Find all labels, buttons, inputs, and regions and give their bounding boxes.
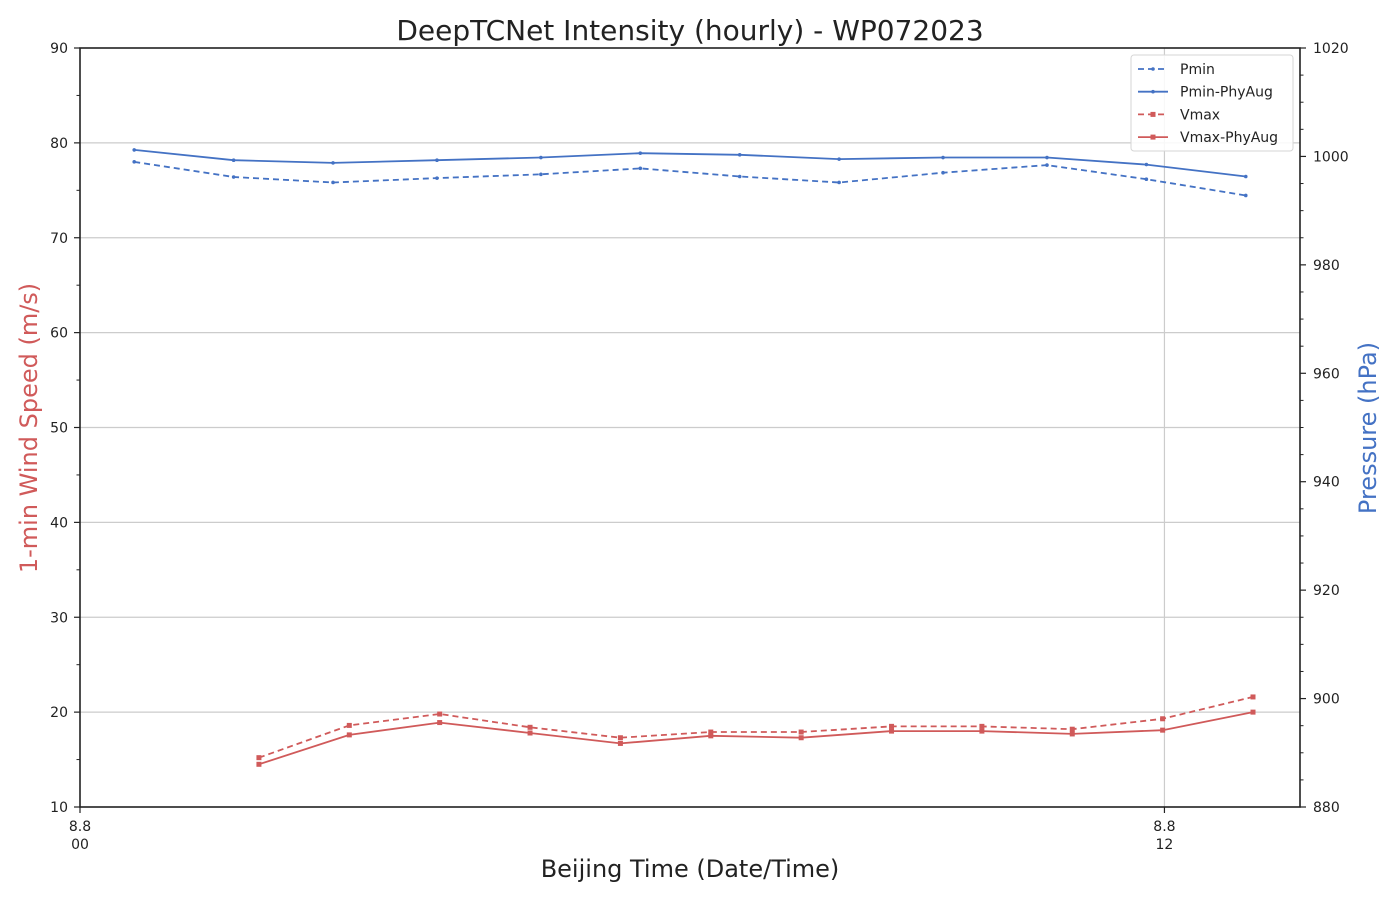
- legend-marker: [1151, 67, 1155, 71]
- series-line-vmax: [258, 696, 1254, 759]
- data-point-marker: [941, 155, 945, 160]
- data-point-marker: [1160, 716, 1166, 722]
- chart-title: DeepTCNet Intensity (hourly) - WP072023: [396, 14, 983, 47]
- data-point-marker: [737, 153, 742, 157]
- x-tick-date-label: 8.8: [69, 819, 91, 835]
- right-y-tick-label: 980: [1313, 258, 1340, 274]
- data-point-marker: [1160, 727, 1166, 733]
- data-point-marker: [1243, 174, 1248, 179]
- legend-marker: [1151, 89, 1155, 94]
- data-point-marker: [132, 148, 137, 152]
- left-y-tick-label: 20: [50, 705, 68, 721]
- data-point-marker: [1045, 155, 1049, 160]
- data-point-marker: [437, 720, 443, 726]
- data-point-marker: [1144, 162, 1149, 167]
- data-point-marker: [331, 180, 335, 185]
- data-point-marker: [837, 157, 841, 161]
- legend-label-pmin-phyaug: Pmin-PhyAug: [1180, 85, 1273, 101]
- data-point-marker: [527, 724, 533, 730]
- data-point-marker: [132, 160, 137, 164]
- right-y-axis-label: Pressure (hPa): [1354, 342, 1382, 514]
- series-lines: [132, 148, 1256, 767]
- grid-lines: [80, 48, 1300, 807]
- right-y-tick-label: 1020: [1313, 41, 1349, 57]
- left-y-tick-label: 40: [50, 515, 68, 531]
- data-point-marker: [979, 723, 985, 729]
- left-y-tick-label: 70: [50, 231, 68, 247]
- data-point-marker: [1144, 177, 1149, 181]
- legend-label-pmin: Pmin: [1180, 62, 1215, 78]
- data-point-marker: [1069, 731, 1075, 737]
- axes: 1020304050607080908809009209409609801000…: [50, 41, 1348, 853]
- data-point-marker: [889, 728, 895, 734]
- right-y-tick-label: 940: [1313, 475, 1340, 491]
- series-line-pmin: [134, 161, 1246, 197]
- data-point-marker: [617, 740, 623, 746]
- legend-box: [1130, 54, 1294, 152]
- data-point-marker: [617, 735, 623, 741]
- left-y-axis-label: 1-min Wind Speed (m/s): [15, 283, 43, 573]
- left-y-tick-label: 50: [50, 421, 68, 437]
- data-point-marker: [346, 722, 352, 728]
- data-point-marker: [798, 735, 804, 741]
- left-y-tick-label: 60: [50, 326, 68, 342]
- left-y-tick-label: 80: [50, 136, 68, 152]
- x-tick-time-label: 00: [71, 837, 89, 853]
- series-line-pmin-phyaug: [134, 149, 1246, 178]
- data-point-marker: [708, 733, 714, 739]
- data-point-marker: [539, 155, 543, 160]
- legend-marker: [1150, 134, 1156, 140]
- data-point-marker: [231, 158, 236, 163]
- x-axis-label: Beijing Time (Date/Time): [541, 855, 840, 883]
- data-point-marker: [638, 166, 643, 171]
- data-point-marker: [346, 732, 352, 738]
- data-point-marker: [1250, 709, 1256, 715]
- left-y-tick-label: 30: [50, 610, 68, 626]
- right-y-tick-label: 900: [1313, 692, 1340, 708]
- data-point-marker: [837, 180, 841, 185]
- data-point-marker: [1069, 726, 1075, 732]
- right-y-tick-label: 920: [1313, 583, 1340, 599]
- data-point-marker: [231, 175, 236, 179]
- x-tick-date-label: 8.8: [1153, 819, 1175, 835]
- data-point-marker: [798, 729, 804, 735]
- data-point-marker: [638, 151, 643, 155]
- series-line-vmax-phyaug: [258, 711, 1254, 766]
- data-point-marker: [435, 158, 439, 163]
- left-y-tick-label: 90: [50, 41, 68, 57]
- right-y-tick-label: 960: [1313, 366, 1340, 382]
- data-point-marker: [708, 729, 714, 735]
- legend-marker: [1150, 111, 1156, 117]
- x-tick-time-label: 12: [1156, 837, 1174, 853]
- data-point-marker: [1243, 193, 1248, 198]
- right-y-tick-label: 880: [1313, 800, 1340, 816]
- data-point-marker: [889, 723, 895, 729]
- data-point-marker: [1045, 163, 1049, 167]
- data-point-marker: [435, 176, 439, 180]
- data-point-marker: [527, 730, 533, 736]
- legend: Pmin Pmin-PhyAug Vmax Vmax-PhyAug: [1130, 54, 1294, 152]
- data-point-marker: [1250, 694, 1256, 700]
- legend-label-vmax: Vmax: [1180, 107, 1220, 123]
- data-point-marker: [941, 170, 945, 175]
- data-point-marker: [979, 728, 985, 734]
- right-y-tick-label: 1000: [1313, 149, 1349, 165]
- data-point-marker: [256, 755, 262, 761]
- left-y-tick-label: 10: [50, 800, 68, 816]
- data-point-marker: [539, 172, 543, 177]
- data-point-marker: [331, 161, 335, 165]
- data-point-marker: [737, 174, 742, 179]
- data-point-marker: [256, 761, 262, 767]
- data-point-marker: [437, 711, 443, 717]
- legend-label-vmax-phyaug: Vmax-PhyAug: [1180, 130, 1278, 146]
